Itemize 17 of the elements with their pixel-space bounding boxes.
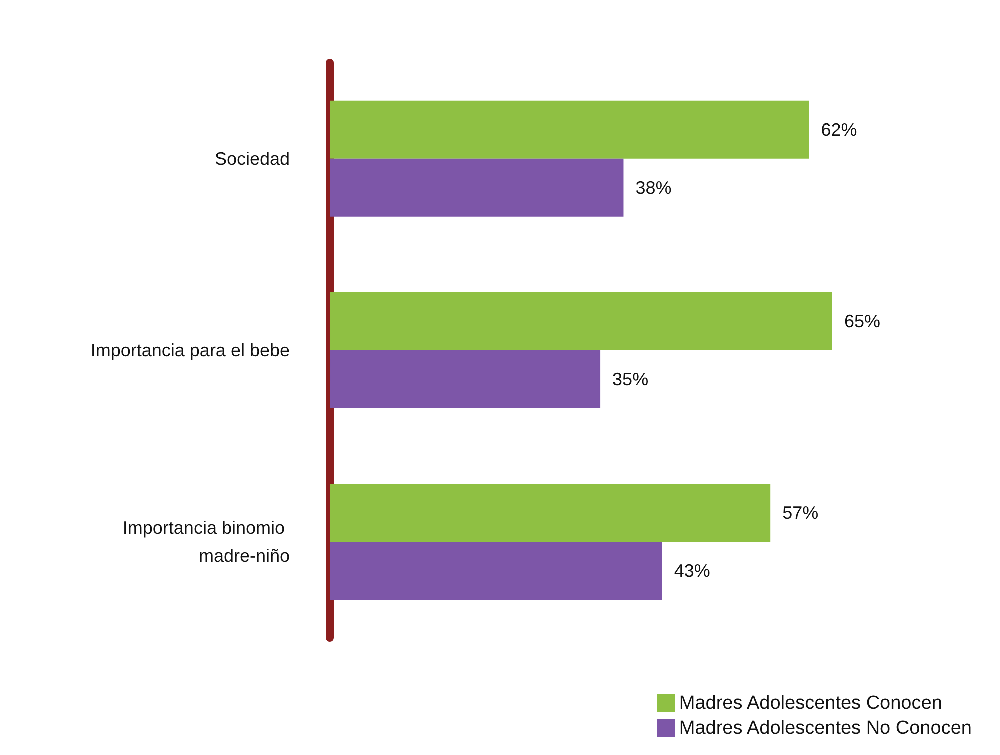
bar: [330, 542, 662, 600]
data-label: 65%: [844, 312, 880, 332]
legend-label: Madres Adolescentes Conocen: [679, 693, 942, 714]
legend-label: Madres Adolescentes No Conocen: [679, 718, 972, 739]
bar: [330, 292, 832, 350]
data-label: 43%: [674, 561, 710, 582]
data-label: 38%: [636, 178, 672, 198]
bar: [330, 158, 624, 217]
data-label: 62%: [821, 120, 858, 140]
data-label: 35%: [612, 370, 649, 390]
bar: [330, 350, 601, 408]
bar: [330, 100, 810, 159]
data-label: 57%: [782, 503, 819, 524]
y-tick-label: Importancia para el bebe: [90, 340, 290, 360]
y-tick-label: Sociedad: [214, 148, 290, 169]
bar: [330, 484, 771, 542]
y-tick-label: Importancia binomio madre-niño: [122, 518, 290, 566]
